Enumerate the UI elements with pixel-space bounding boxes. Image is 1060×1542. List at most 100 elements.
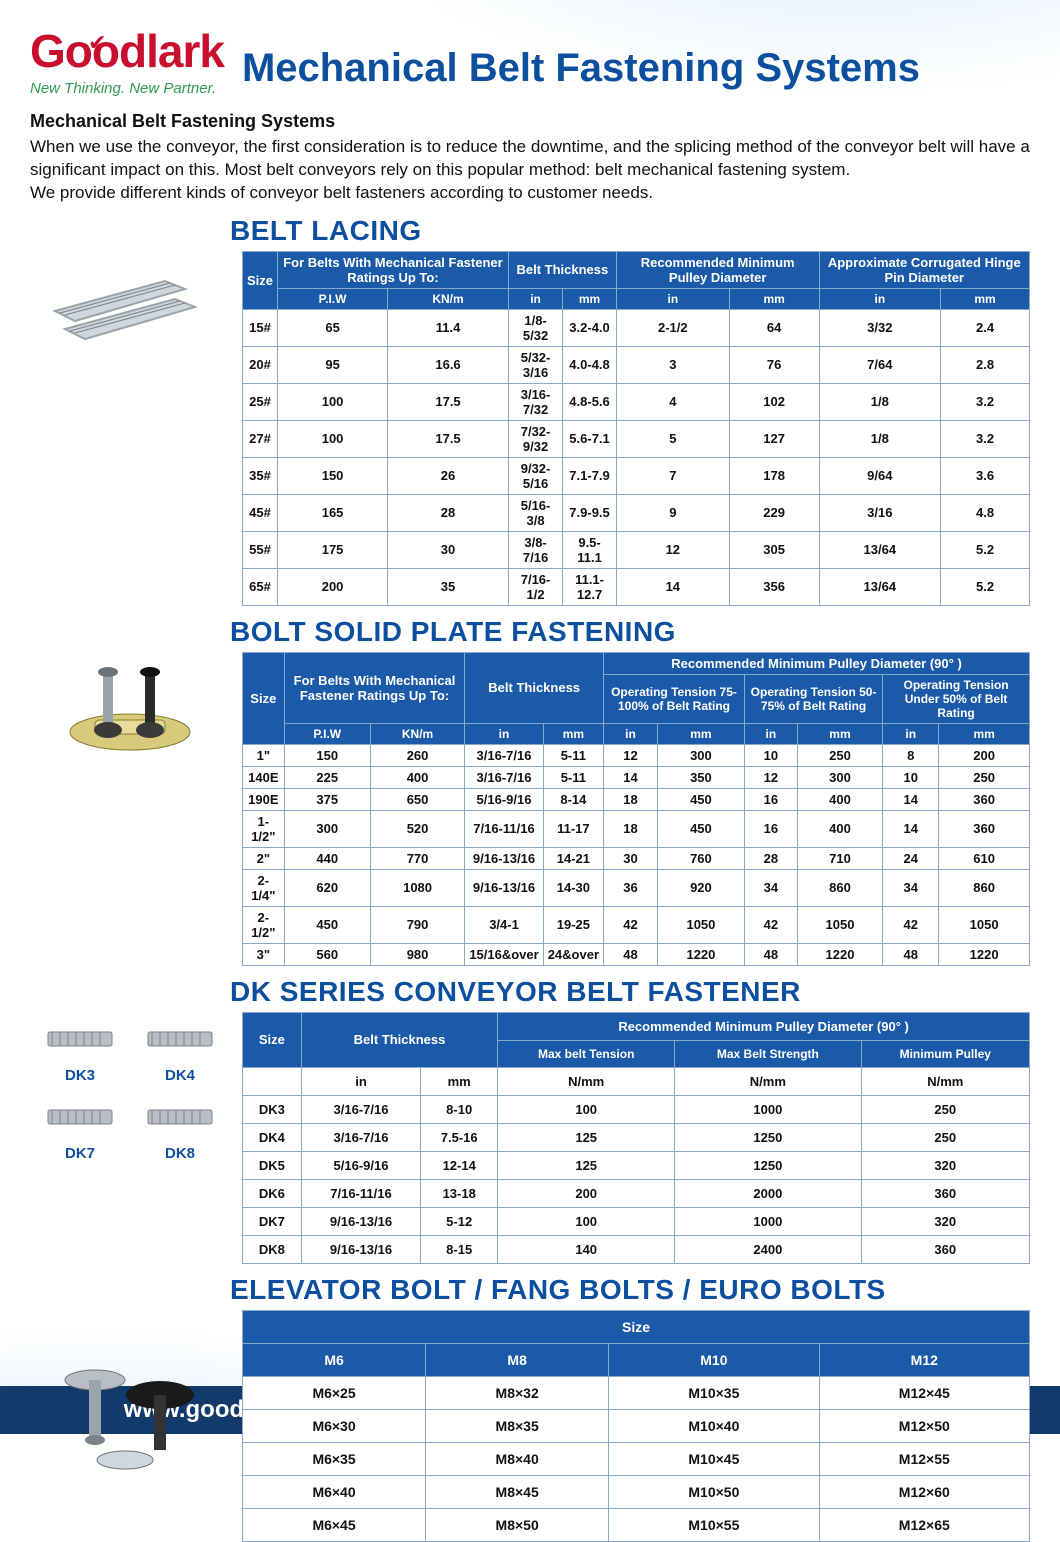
table-cell: 14-30: [543, 869, 603, 906]
table-cell: 7.9-9.5: [563, 494, 617, 531]
table-cell: 42: [604, 906, 658, 943]
table-cell: 3/32: [819, 309, 941, 346]
table-cell: 1050: [797, 906, 882, 943]
table-row: 140E2254003/16-7/165-11143501230010250: [243, 766, 1030, 788]
table-header: M8: [426, 1343, 609, 1376]
dk-thumb: DK7: [35, 1090, 125, 1162]
table-cell: 450: [657, 788, 744, 810]
table-cell: 3.6: [941, 457, 1030, 494]
table-cell: 1050: [657, 906, 744, 943]
table-cell: 450: [284, 906, 370, 943]
table-cell: 7/16-1/2: [508, 568, 562, 605]
table-cell: 250: [797, 744, 882, 766]
table-cell: 3": [243, 943, 285, 965]
table-header: in: [616, 288, 729, 309]
table-cell: 48: [883, 943, 939, 965]
table-cell: 19-25: [543, 906, 603, 943]
table-cell: M8×32: [426, 1376, 609, 1409]
table-cell: 7/16-11/16: [301, 1179, 420, 1207]
table-cell: 16: [744, 788, 797, 810]
table-row: DK43/16-7/167.5-161251250250: [243, 1123, 1030, 1151]
table-cell: DK8: [243, 1235, 302, 1263]
table-cell: 30: [604, 847, 658, 869]
table-header: in: [508, 288, 562, 309]
table-header: KN/m: [370, 723, 465, 744]
table-cell: 8-14: [543, 788, 603, 810]
table-cell: 3/4-1: [465, 906, 543, 943]
table-cell: 5.6-7.1: [563, 420, 617, 457]
table-header: Approximate Corrugated Hinge Pin Diamete…: [819, 251, 1029, 288]
table-header: mm: [729, 288, 819, 309]
logo: ✔ Goodlark New Thinking. New Partner.: [30, 24, 224, 97]
table-cell: 3/16: [819, 494, 941, 531]
table-cell: DK3: [243, 1095, 302, 1123]
table-cell: 450: [657, 810, 744, 847]
table-cell: 8-15: [421, 1235, 498, 1263]
table-cell: 12: [744, 766, 797, 788]
table-cell: 25#: [243, 383, 278, 420]
table-cell: M10×35: [609, 1376, 819, 1409]
table-row: 190E3756505/16-9/168-14184501640014360: [243, 788, 1030, 810]
table-row: SizeFor Belts With Mechanical Fastener R…: [243, 251, 1030, 288]
table-row: P.I.WKN/minmminmminmm: [243, 288, 1030, 309]
dk-thumb: DK8: [135, 1090, 225, 1162]
table-cell: 1220: [797, 943, 882, 965]
table-cell: 2400: [675, 1235, 861, 1263]
table-cell: 28: [744, 847, 797, 869]
table-cell: 860: [797, 869, 882, 906]
table-cell: 7/16-11/16: [465, 810, 543, 847]
table-cell: 45#: [243, 494, 278, 531]
table-cell: 1-1/2": [243, 810, 285, 847]
table-cell: 17.5: [388, 420, 509, 457]
table-cell: 3.2-4.0: [563, 309, 617, 346]
table-row: P.I.WKN/minmminmminmminmm: [243, 723, 1030, 744]
table-cell: 360: [939, 810, 1030, 847]
table-cell: 55#: [243, 531, 278, 568]
table-row: 2"4407709/16-13/1614-21307602871024610: [243, 847, 1030, 869]
table-cell: 1000: [675, 1095, 861, 1123]
table-header: mm: [939, 723, 1030, 744]
table-cell: 1000: [675, 1207, 861, 1235]
table-row: M6×40M8×45M10×50M12×60: [243, 1475, 1030, 1508]
table-cell: M8×40: [426, 1442, 609, 1475]
table-cell: mm: [421, 1067, 498, 1095]
table-cell: 4: [616, 383, 729, 420]
table-header: M12: [819, 1343, 1029, 1376]
table-cell: 5-12: [421, 1207, 498, 1235]
table-cell: M12×50: [819, 1409, 1029, 1442]
table-cell: N/mm: [861, 1067, 1029, 1095]
table-header: in: [883, 723, 939, 744]
table-cell: 3/8-7/16: [508, 531, 562, 568]
table-header: Max Belt Strength: [675, 1040, 861, 1067]
table-header: Size: [243, 652, 285, 744]
table-cell: 14: [604, 766, 658, 788]
section-title-dk: DK SERIES CONVEYOR BELT FASTENER: [230, 976, 1030, 1008]
section-title-bolts: ELEVATOR BOLT / FANG BOLTS / EURO BOLTS: [230, 1274, 1030, 1306]
table-cell: 100: [498, 1207, 675, 1235]
table-cell: 860: [939, 869, 1030, 906]
table-cell: 4.8-5.6: [563, 383, 617, 420]
table-cell: 610: [939, 847, 1030, 869]
table-cell: M12×60: [819, 1475, 1029, 1508]
table-header: Operating Tension 50-75% of Belt Rating: [744, 674, 882, 723]
table-cell: 710: [797, 847, 882, 869]
table-cell: 3/16-7/16: [465, 766, 543, 788]
table-cell: 2.4: [941, 309, 1030, 346]
table-cell: 2-1/4": [243, 869, 285, 906]
table-row: DK79/16-13/165-121001000320: [243, 1207, 1030, 1235]
table-row: SizeFor Belts With Mechanical Fastener R…: [243, 652, 1030, 674]
table-cell: 320: [861, 1151, 1029, 1179]
table-row: DK55/16-9/1612-141251250320: [243, 1151, 1030, 1179]
table-cell: 2.8: [941, 346, 1030, 383]
table-cell: M8×45: [426, 1475, 609, 1508]
table-header: mm: [657, 723, 744, 744]
table-header: Operating Tension Under 50% of Belt Rati…: [883, 674, 1030, 723]
table-cell: 13/64: [819, 531, 941, 568]
table-cell: 125: [498, 1151, 675, 1179]
table-cell: 42: [744, 906, 797, 943]
table-cell: 8-10: [421, 1095, 498, 1123]
table-cell: 3/16-7/32: [508, 383, 562, 420]
table-header: KN/m: [388, 288, 509, 309]
table-cell: 175: [278, 531, 388, 568]
table-header: Belt Thickness: [301, 1012, 497, 1067]
